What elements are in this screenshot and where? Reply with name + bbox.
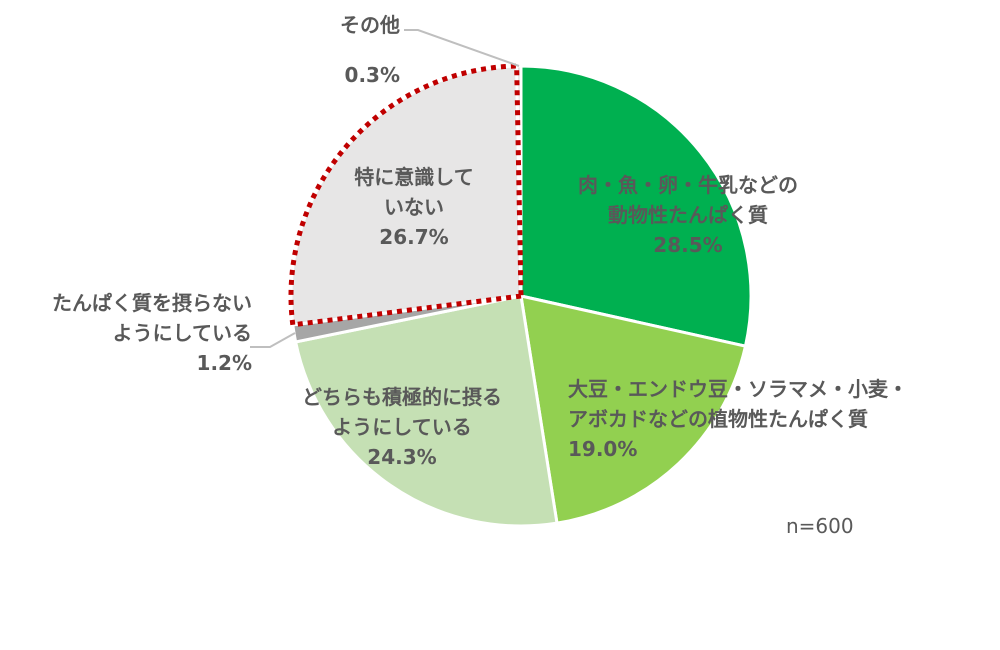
- slice-value-label: 26.7%: [379, 225, 448, 249]
- pie-slice: [293, 294, 559, 528]
- slice-value-label: 28.5%: [653, 233, 722, 257]
- slice-value-label: 0.3%: [345, 63, 400, 87]
- slice-label: ようにしている: [113, 321, 252, 345]
- slice-label: 動物性たんぱく質: [608, 203, 768, 227]
- slice-label: その他: [340, 13, 400, 37]
- slice-label: ようにしている: [332, 415, 471, 439]
- slice-label: 特に意識して: [354, 165, 473, 189]
- slice-label: どちらも積極的に摂る: [302, 385, 502, 409]
- leader-line: [404, 29, 520, 67]
- leader-line: [250, 332, 296, 348]
- pie-slice: [519, 294, 748, 525]
- slice-label: 大豆・エンドウ豆・ソラマメ・小麦・: [568, 377, 908, 401]
- slice-label: たんぱく質を摂らない: [52, 291, 252, 315]
- slice-label: アボカドなどの植物性たんぱく質: [568, 407, 868, 431]
- slice-label: いない: [384, 195, 444, 219]
- slice-value-label: 19.0%: [568, 437, 637, 461]
- slice-value-label: 24.3%: [367, 445, 436, 469]
- pie-slice: [519, 64, 753, 348]
- sample-size-note: n=600: [786, 514, 854, 538]
- highlight-border: [288, 63, 524, 328]
- slice-value-label: 1.2%: [197, 351, 252, 375]
- slice-label: 肉・魚・卵・牛乳などの: [578, 173, 798, 197]
